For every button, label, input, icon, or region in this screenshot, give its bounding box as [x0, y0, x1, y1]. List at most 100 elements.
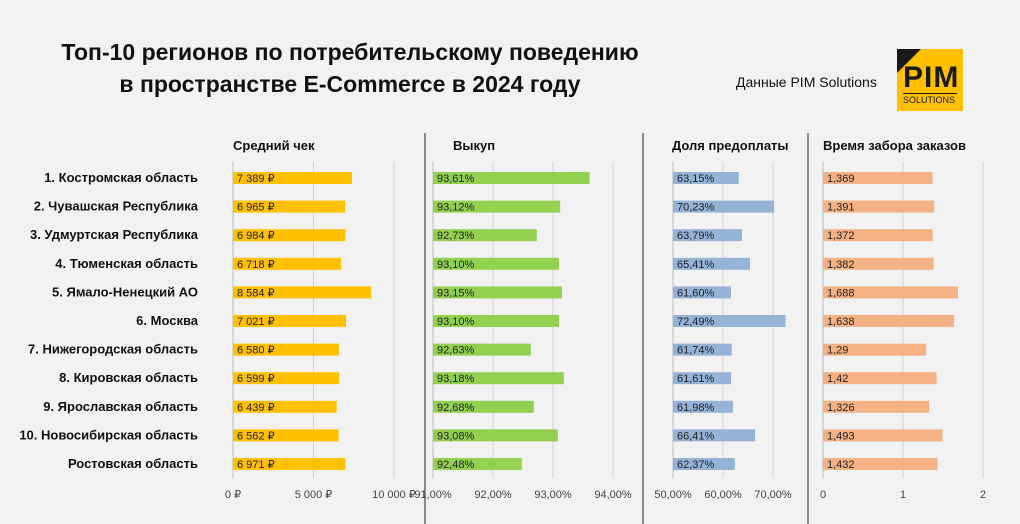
bar-value-label: 1,326 [827, 402, 855, 414]
bar-value-label: 6 599 ₽ [237, 373, 275, 385]
bar [433, 343, 531, 356]
bar-value-label: 6 718 ₽ [237, 259, 275, 271]
bar [823, 343, 927, 356]
bar [673, 229, 742, 242]
region-label: 8. Кировская область [59, 370, 198, 385]
panel-header: Время забора заказов [823, 138, 966, 153]
bar [823, 458, 938, 470]
bar [433, 200, 561, 213]
bar [823, 400, 930, 413]
bar-value-label: 93,08% [437, 430, 475, 442]
bar-value-label: 1,369 [827, 173, 855, 185]
bar-value-label: 93,18% [437, 373, 475, 385]
bar [233, 200, 346, 213]
bar-value-label: 6 562 ₽ [237, 430, 275, 442]
bar-value-label: 1,638 [827, 316, 855, 328]
bar-value-label: 6 984 ₽ [237, 230, 275, 242]
bar [673, 286, 731, 299]
bar [233, 458, 346, 470]
x-tick-label: 91,00% [414, 489, 452, 501]
bar [233, 172, 352, 184]
x-tick-label: 0 [820, 489, 826, 501]
bar [673, 372, 732, 385]
bar-value-label: 93,61% [437, 173, 475, 185]
bar [433, 458, 522, 470]
bar-value-label: 62,37% [677, 459, 715, 471]
bar [823, 429, 943, 442]
panel-header: Доля предоплаты [672, 138, 789, 153]
x-tick-label: 2 [980, 489, 986, 501]
bar-value-label: 93,10% [437, 316, 475, 328]
region-label: 6. Москва [136, 313, 199, 328]
bar [233, 286, 372, 299]
bar-value-label: 1,493 [827, 430, 855, 442]
bar-value-label: 1,42 [827, 373, 848, 385]
bar-value-label: 65,41% [677, 259, 715, 271]
bar [823, 200, 935, 213]
bar [433, 372, 564, 385]
x-tick-label: 94,00% [594, 489, 632, 501]
bar [673, 343, 732, 356]
bar [233, 429, 339, 442]
x-tick-label: 70,00% [754, 489, 792, 501]
logo-main-text: PIM [903, 61, 960, 94]
bar-value-label: 61,61% [677, 373, 715, 385]
bar [823, 286, 959, 299]
bar [823, 315, 955, 327]
x-tick-label: 10 000 ₽ [372, 489, 416, 501]
bar-value-label: 66,41% [677, 430, 715, 442]
region-label: 4. Тюменская область [55, 256, 198, 271]
region-label: 5. Ямало-Ненецкий АО [52, 284, 198, 299]
bar [823, 372, 937, 385]
bar-value-label: 6 965 ₽ [237, 202, 275, 214]
x-tick-label: 92,00% [474, 489, 512, 501]
bar-value-label: 6 439 ₽ [237, 402, 275, 414]
bar [233, 372, 340, 385]
bar [233, 400, 337, 413]
bar-value-label: 92,63% [437, 345, 475, 357]
bar-value-label: 93,12% [437, 202, 475, 214]
bar [673, 400, 733, 413]
bar-value-label: 92,68% [437, 402, 475, 414]
region-label: 9. Ярославская область [43, 399, 198, 414]
x-tick-label: 1 [900, 489, 906, 501]
bar [233, 315, 347, 327]
bar-value-label: 1,382 [827, 259, 855, 271]
chart-title: Топ-10 регионов по потребительскому пове… [30, 36, 670, 100]
bar-value-label: 7 389 ₽ [237, 173, 275, 185]
bar-value-label: 61,60% [677, 287, 715, 299]
bar-value-label: 92,48% [437, 459, 475, 471]
bar-value-label: 63,15% [677, 173, 715, 185]
bar-value-label: 93,10% [437, 259, 475, 271]
bar [433, 229, 537, 242]
x-tick-label: 60,00% [704, 489, 742, 501]
x-tick-label: 0 ₽ [225, 489, 241, 501]
bar-value-label: 6 580 ₽ [237, 345, 275, 357]
bar-value-label: 61,98% [677, 402, 715, 414]
bar [673, 200, 775, 213]
title-line-2: в пространстве E-Commerce в 2024 году [119, 71, 581, 97]
bar-value-label: 1,391 [827, 202, 855, 214]
bar [233, 343, 339, 356]
bar-value-label: 6 971 ₽ [237, 459, 275, 471]
bar-value-label: 70,23% [677, 202, 715, 214]
bar [673, 458, 735, 470]
bar [823, 172, 933, 184]
region-label: 7. Нижегородская область [28, 342, 198, 357]
region-label: 3. Удмуртская Республика [30, 227, 199, 242]
x-tick-label: 93,00% [534, 489, 572, 501]
bar [673, 257, 751, 270]
bar [233, 229, 346, 242]
bar-value-label: 1,29 [827, 345, 848, 357]
region-label: Ростовская область [68, 456, 198, 471]
source-label: Данные PIM Solutions [736, 74, 877, 90]
bar [433, 315, 559, 327]
bar [433, 257, 559, 270]
bar [433, 400, 534, 413]
bar [823, 229, 933, 242]
bar-value-label: 72,49% [677, 316, 715, 328]
bar-value-label: 7 021 ₽ [237, 316, 275, 328]
bar-value-label: 63,79% [677, 230, 715, 242]
bar [433, 429, 558, 442]
